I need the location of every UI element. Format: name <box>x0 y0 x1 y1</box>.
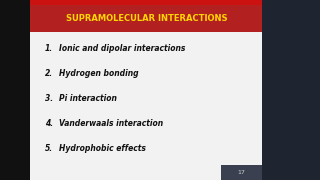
Text: 4.: 4. <box>45 119 53 128</box>
FancyBboxPatch shape <box>30 4 262 32</box>
Text: 1.: 1. <box>45 44 53 53</box>
FancyBboxPatch shape <box>30 0 262 180</box>
Text: 5.: 5. <box>45 144 53 153</box>
Text: Pi interaction: Pi interaction <box>59 94 117 103</box>
FancyBboxPatch shape <box>262 0 320 180</box>
Text: SUPRAMOLECULAR INTERACTIONS: SUPRAMOLECULAR INTERACTIONS <box>66 14 227 23</box>
FancyBboxPatch shape <box>221 165 262 180</box>
Text: Ionic and dipolar interactions: Ionic and dipolar interactions <box>59 44 186 53</box>
Text: 3.: 3. <box>45 94 53 103</box>
Text: 2.: 2. <box>45 69 53 78</box>
Text: Vanderwaals interaction: Vanderwaals interaction <box>59 119 163 128</box>
Text: 17: 17 <box>238 170 245 175</box>
Text: Hydrophobic effects: Hydrophobic effects <box>59 144 146 153</box>
FancyBboxPatch shape <box>30 0 262 4</box>
Text: Hydrogen bonding: Hydrogen bonding <box>59 69 139 78</box>
